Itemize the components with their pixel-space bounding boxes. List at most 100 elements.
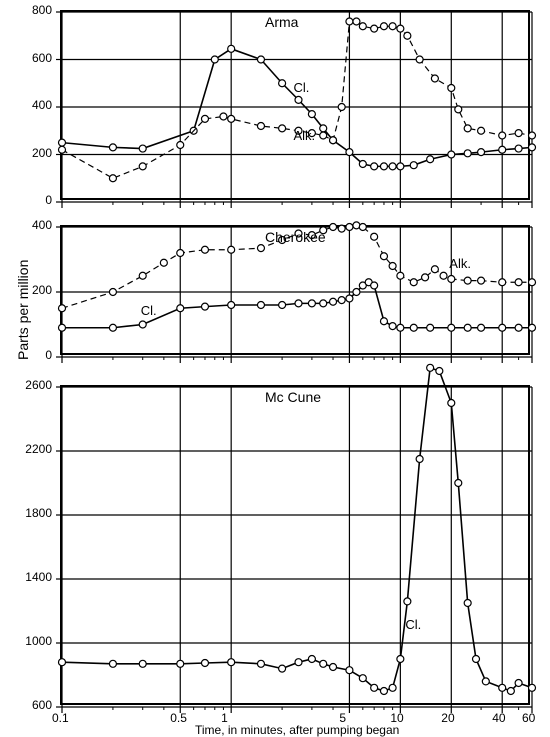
data-point xyxy=(464,125,471,132)
data-point xyxy=(228,659,235,666)
data-point xyxy=(295,300,302,307)
data-point xyxy=(320,300,327,307)
data-point xyxy=(220,113,227,120)
x-tick-label: 0.5 xyxy=(170,711,187,725)
data-point xyxy=(279,302,286,309)
series-label-alk: Alk. xyxy=(294,128,316,143)
data-point xyxy=(422,274,429,281)
data-point xyxy=(320,660,327,667)
data-point xyxy=(410,279,417,286)
data-point xyxy=(380,163,387,170)
data-point xyxy=(257,302,264,309)
data-point xyxy=(478,324,485,331)
data-point xyxy=(499,146,506,153)
data-point xyxy=(448,400,455,407)
data-point xyxy=(330,224,337,231)
data-point xyxy=(228,115,235,122)
data-point xyxy=(397,25,404,32)
y-tick-label: 1800 xyxy=(25,506,52,520)
x-tick-label: 20 xyxy=(441,711,454,725)
data-point xyxy=(397,272,404,279)
y-tick-label: 800 xyxy=(32,3,52,17)
panel-mccune xyxy=(60,385,530,705)
data-point xyxy=(359,675,366,682)
data-point xyxy=(473,656,480,663)
data-point xyxy=(397,163,404,170)
data-point xyxy=(330,298,337,305)
data-point xyxy=(515,279,522,286)
data-point xyxy=(279,125,286,132)
data-point xyxy=(346,667,353,674)
panel-title-arma: Arma xyxy=(265,14,298,30)
data-point xyxy=(177,660,184,667)
data-point xyxy=(228,45,235,52)
data-point xyxy=(320,125,327,132)
y-tick-label: 600 xyxy=(32,698,52,712)
data-point xyxy=(201,660,208,667)
data-point xyxy=(389,684,396,691)
data-point xyxy=(427,156,434,163)
data-point xyxy=(371,25,378,32)
data-point xyxy=(464,600,471,607)
data-point xyxy=(308,300,315,307)
x-tick-label: 60 xyxy=(522,711,535,725)
data-point xyxy=(380,253,387,260)
data-point xyxy=(507,688,514,695)
panel-arma xyxy=(60,10,530,200)
data-point xyxy=(431,75,438,82)
data-point xyxy=(320,132,327,139)
data-point xyxy=(109,144,116,151)
x-tick-label: 40 xyxy=(492,711,505,725)
data-point xyxy=(515,324,522,331)
series-label-alk: Alk. xyxy=(449,256,471,271)
data-point xyxy=(464,150,471,157)
data-point xyxy=(353,18,360,25)
panel-title-mccune: Mc Cune xyxy=(265,389,321,405)
data-point xyxy=(478,149,485,156)
data-point xyxy=(201,246,208,253)
data-point xyxy=(448,151,455,158)
data-point xyxy=(338,225,345,232)
data-point xyxy=(279,80,286,87)
data-point xyxy=(211,56,218,63)
data-point xyxy=(338,104,345,111)
data-point xyxy=(499,132,506,139)
data-point xyxy=(59,659,66,666)
data-point xyxy=(499,684,506,691)
y-tick-label: 200 xyxy=(32,283,52,297)
y-tick-label: 0 xyxy=(45,193,52,207)
data-point xyxy=(353,289,360,296)
data-point xyxy=(59,139,66,146)
data-point xyxy=(257,245,264,252)
data-point xyxy=(359,23,366,30)
data-point xyxy=(464,277,471,284)
data-point xyxy=(529,132,536,139)
data-point xyxy=(201,115,208,122)
data-point xyxy=(529,684,536,691)
data-point xyxy=(389,23,396,30)
data-point xyxy=(515,680,522,687)
data-point xyxy=(515,145,522,152)
data-point xyxy=(346,18,353,25)
data-point xyxy=(455,480,462,487)
data-point xyxy=(464,324,471,331)
data-point xyxy=(371,282,378,289)
data-point xyxy=(295,659,302,666)
y-tick-label: 400 xyxy=(32,98,52,112)
data-point xyxy=(416,456,423,463)
data-point xyxy=(499,324,506,331)
data-point xyxy=(410,324,417,331)
data-point xyxy=(177,305,184,312)
data-point xyxy=(380,23,387,30)
data-point xyxy=(59,324,66,331)
data-point xyxy=(139,145,146,152)
data-point xyxy=(397,656,404,663)
data-point xyxy=(346,224,353,231)
data-point xyxy=(389,263,396,270)
data-point xyxy=(359,224,366,231)
series-label-cl: Cl. xyxy=(405,617,421,632)
data-point xyxy=(109,660,116,667)
y-tick-label: 2200 xyxy=(25,442,52,456)
data-point xyxy=(308,656,315,663)
panel-title-cherokee: Cherokee xyxy=(265,229,326,245)
